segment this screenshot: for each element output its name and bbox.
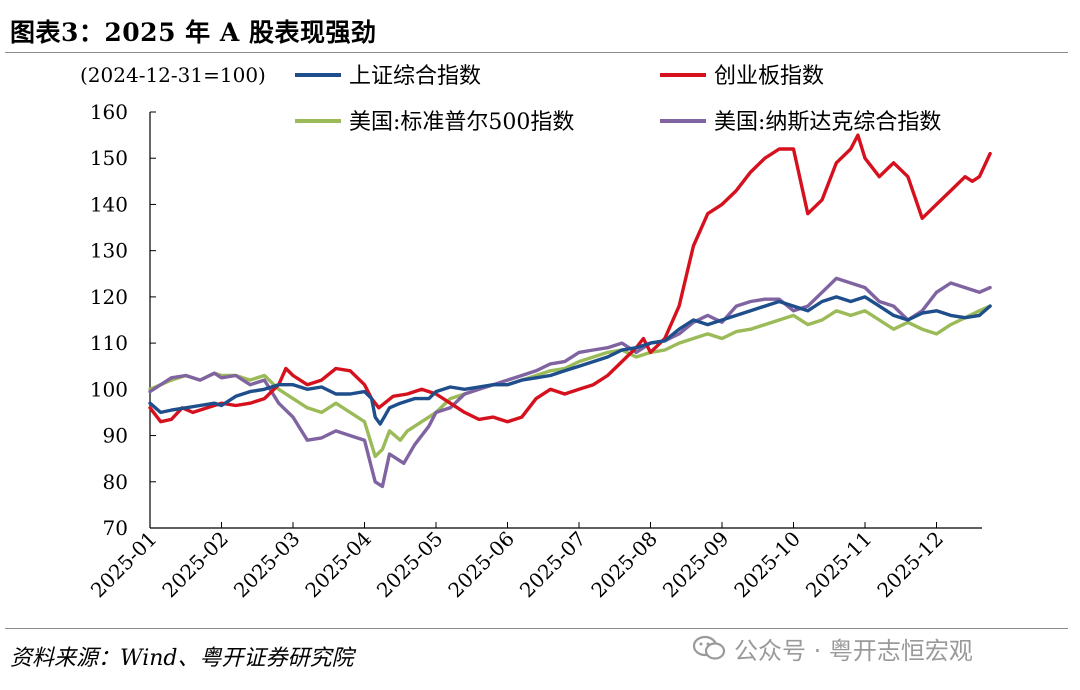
x-tick-label: 2025-09 xyxy=(658,527,734,603)
y-tick-label: 160 xyxy=(90,100,128,124)
x-tick-label: 2025-05 xyxy=(372,527,448,603)
y-tick-label: 120 xyxy=(90,285,128,309)
series-line-chinext xyxy=(148,133,992,424)
y-tick-label: 140 xyxy=(90,192,128,216)
y-tick-label: 110 xyxy=(90,331,128,355)
x-tick-label: 2025-07 xyxy=(515,527,591,603)
source-note: 资料来源：Wind、粤开证券研究院 xyxy=(10,646,354,671)
y-tick-label: 90 xyxy=(103,424,128,448)
legend-label-nasdaq: 美国:纳斯达克综合指数 xyxy=(714,110,941,135)
x-tick-label: 2025-04 xyxy=(300,527,376,603)
y-tick-label: 130 xyxy=(90,239,128,263)
x-tick-label: 2025-12 xyxy=(872,527,948,603)
watermark: 公众号 · 粤开志恒宏观 xyxy=(692,630,973,666)
chart-title: 图表3：2025 年 A 股表现强劲 xyxy=(10,18,377,47)
y-tick-label: 150 xyxy=(90,146,128,170)
x-tick-label: 2025-10 xyxy=(729,527,805,603)
x-tick-label: 2025-03 xyxy=(229,527,305,603)
series-line-sse xyxy=(148,295,992,426)
watermark-text: 公众号 · 粤开志恒宏观 xyxy=(734,636,973,665)
wechat-icon xyxy=(692,635,726,660)
series-line-sp500 xyxy=(148,304,992,459)
legend-label-chinext: 创业板指数 xyxy=(714,64,824,89)
axes: 7080901001101201301401501602025-012025-0… xyxy=(80,63,982,602)
y-tick-label: 100 xyxy=(90,377,128,401)
x-tick-label: 2025-08 xyxy=(586,527,662,603)
title-divider xyxy=(5,52,1068,53)
x-tick-label: 2025-02 xyxy=(157,527,233,603)
series-line-nasdaq xyxy=(148,276,992,489)
legend-label-sp500: 美国:标准普尔500指数 xyxy=(349,110,574,135)
x-tick-label: 2025-06 xyxy=(443,527,519,603)
y-tick-label: 80 xyxy=(103,470,128,494)
unit-note: (2024-12-31=100) xyxy=(80,63,266,87)
line-chart: 7080901001101201301401501602025-012025-0… xyxy=(80,63,992,602)
y-tick-label: 70 xyxy=(103,516,128,540)
x-tick-label: 2025-11 xyxy=(801,527,877,603)
footer-divider xyxy=(5,628,1068,629)
series-lines xyxy=(148,133,992,489)
legend-label-sse: 上证综合指数 xyxy=(349,64,481,89)
